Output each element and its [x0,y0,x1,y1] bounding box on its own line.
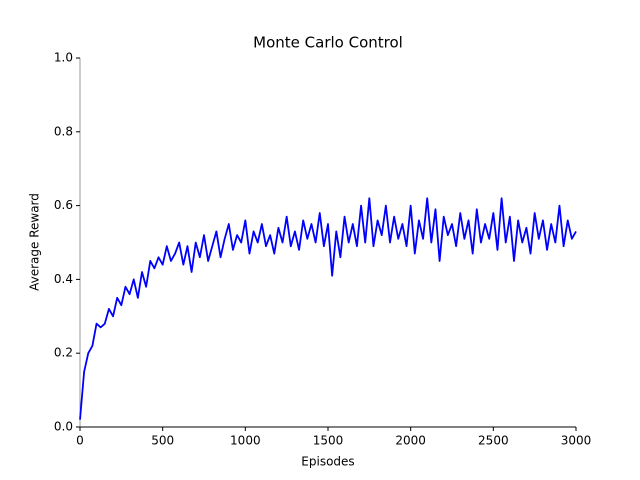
x-tick-label: 2500 [478,434,509,448]
x-tick-label: 3000 [561,434,592,448]
x-tick-label: 1000 [230,434,261,448]
y-axis-label: Average Reward [28,193,42,291]
y-tick-label: 0.8 [54,124,73,138]
x-axis-label: Episodes [301,455,354,469]
x-tick-label: 500 [151,434,174,448]
x-tick-label: 1500 [313,434,344,448]
x-tick-label: 0 [76,434,84,448]
data-line [79,197,577,420]
y-tick-label: 1.0 [54,51,73,65]
y-tick-label: 0.0 [54,420,73,434]
x-tick-label: 2000 [395,434,426,448]
y-tick-label: 0.6 [54,198,73,212]
y-tick-label: 0.2 [54,346,73,360]
y-tick-label: 0.4 [54,272,73,286]
chart-title: Monte Carlo Control [253,34,403,52]
